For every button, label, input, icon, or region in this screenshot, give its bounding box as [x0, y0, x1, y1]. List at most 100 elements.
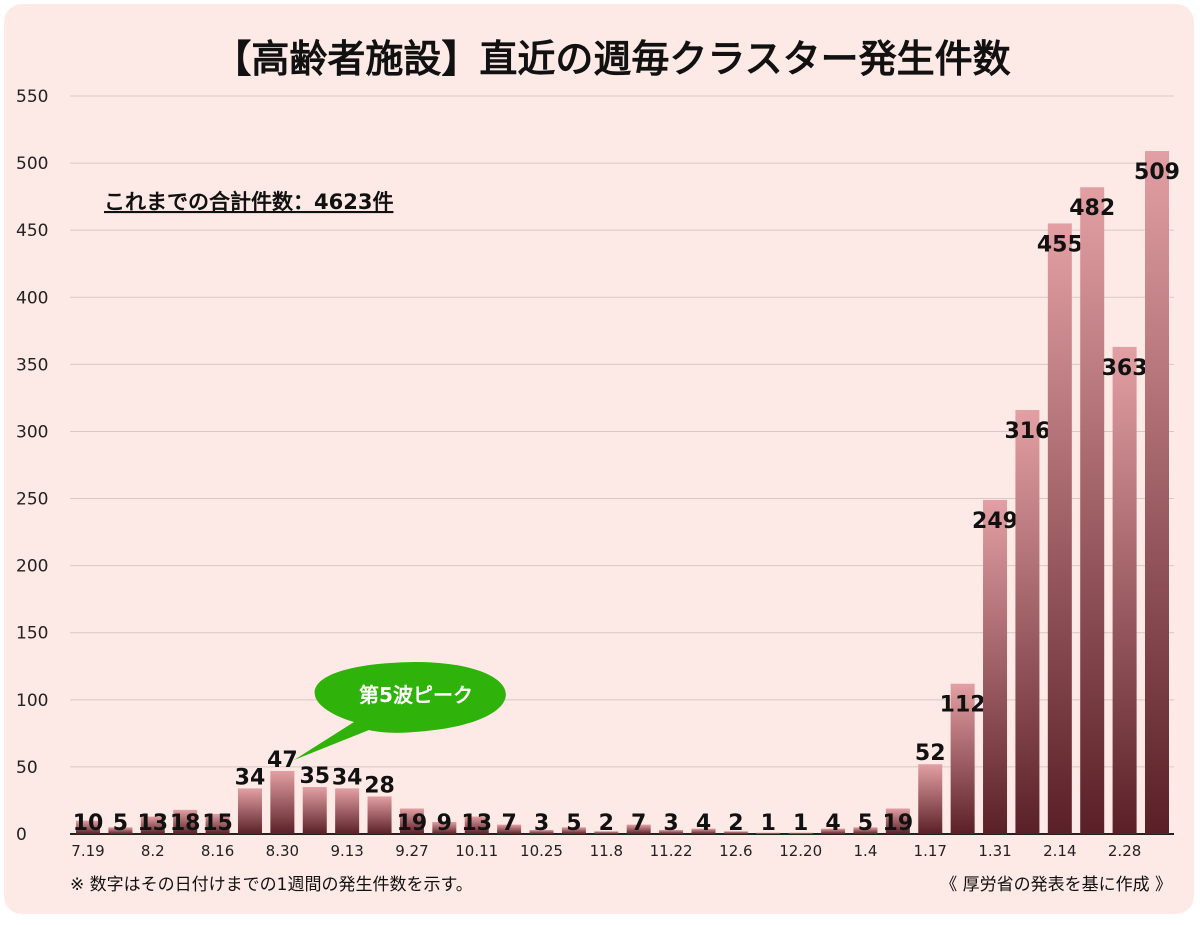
y-tick-label: 550: [16, 87, 48, 107]
x-tick-label: 12.6: [719, 842, 752, 860]
bar: [950, 683, 975, 834]
bar: [853, 827, 878, 834]
x-tick-label: 8.2: [141, 842, 165, 860]
data-label: 19: [883, 811, 914, 836]
x-tick-label: 1.31: [978, 842, 1011, 860]
x-tick-label: 8.30: [266, 842, 299, 860]
y-tick-label: 150: [16, 624, 48, 644]
total-annotation: これまでの合計件数：4623件: [104, 190, 393, 214]
x-tick-label: 11.22: [650, 842, 693, 860]
x-tick-label: 2.28: [1108, 842, 1141, 860]
bar: [464, 816, 489, 834]
footnote-right: 《 厚労省の発表を基に作成 》: [940, 875, 1172, 895]
x-tick-label: 10.11: [455, 842, 498, 860]
data-label: 1: [761, 811, 776, 836]
data-label: 34: [235, 765, 266, 790]
x-tick-label: 1.4: [854, 842, 878, 860]
data-label: 3: [663, 811, 678, 836]
y-tick-label: 400: [16, 288, 48, 308]
data-label: 4: [825, 811, 840, 836]
y-tick-label: 200: [16, 557, 48, 577]
bar: [756, 832, 781, 834]
data-label: 9: [437, 811, 452, 836]
y-tick-label: 450: [16, 221, 48, 241]
data-label: 13: [137, 811, 168, 836]
data-label: 482: [1069, 196, 1115, 221]
data-label: 47: [267, 748, 298, 773]
bar: [594, 831, 619, 834]
data-label: 4: [696, 811, 711, 836]
x-tick-label: 12.20: [779, 842, 822, 860]
x-tick-label: 10.25: [520, 842, 563, 860]
bar: [788, 832, 813, 834]
y-tick-label: 250: [16, 490, 48, 510]
data-label: 316: [1004, 419, 1050, 444]
x-tick-label: 1.17: [914, 842, 947, 860]
bar: [302, 787, 327, 834]
data-label: 5: [113, 811, 128, 836]
bar: [367, 796, 392, 834]
bar: [1145, 151, 1169, 835]
bar: [1112, 346, 1137, 834]
y-tick-label: 500: [16, 154, 48, 174]
data-label: 1: [793, 811, 808, 836]
data-label: 52: [915, 741, 946, 766]
data-label: 5: [566, 811, 581, 836]
data-label: 112: [940, 693, 986, 718]
footnote-left: ※ 数字はその日付けまでの1週間の発生件数を示す。: [70, 875, 473, 895]
bar: [885, 808, 910, 834]
data-label: 7: [501, 811, 516, 836]
data-label: 3: [534, 811, 549, 836]
bar: [1015, 409, 1040, 834]
bar: [1047, 223, 1072, 835]
data-label: 10: [73, 811, 104, 836]
y-tick-label: 300: [16, 422, 48, 442]
callout-bubble: [294, 662, 506, 760]
bar: [723, 831, 748, 834]
x-tick-label: 9.27: [395, 842, 428, 860]
bar: [626, 824, 651, 834]
y-tick-label: 0: [16, 825, 27, 845]
bar: [983, 499, 1008, 834]
data-label: 509: [1134, 160, 1180, 185]
callout-text: 第5波ピーク: [359, 683, 473, 707]
data-label: 15: [202, 811, 233, 836]
bar-chart: 【高齢者施設】直近の週毎クラスター発生件数 0 50 100 150 200 250 300…: [16, 37, 1180, 895]
y-tick-label: 350: [16, 355, 48, 375]
bar: [237, 788, 262, 834]
x-tick-label: 11.8: [590, 842, 623, 860]
bar: [399, 808, 424, 834]
data-label: 18: [170, 811, 201, 836]
chart-container: 【高齢者施設】直近の週毎クラスター発生件数 0 50 100 150 200 250 300…: [4, 4, 1194, 914]
bar: [497, 824, 522, 834]
data-label: 13: [461, 811, 492, 836]
x-tick-label: 8.16: [201, 842, 234, 860]
data-label: 7: [631, 811, 646, 836]
data-label: 5: [858, 811, 873, 836]
data-label: 34: [332, 765, 363, 790]
bar: [691, 828, 716, 834]
y-tick-label: 50: [16, 758, 38, 778]
bar: [821, 828, 846, 834]
bar: [335, 788, 360, 834]
bar: [173, 809, 198, 834]
bar: [205, 813, 230, 834]
data-label: 363: [1102, 356, 1148, 381]
x-tick-label: 2.14: [1043, 842, 1076, 860]
bar: [918, 764, 943, 834]
data-label: 19: [397, 811, 428, 836]
data-label: 455: [1037, 232, 1083, 257]
y-tick-label: 100: [16, 691, 48, 711]
bar: [270, 770, 295, 834]
bar: [76, 820, 100, 834]
bar: [1080, 187, 1105, 834]
bar: [108, 827, 133, 834]
bar: [140, 816, 165, 834]
x-tick-label: 9.13: [330, 842, 363, 860]
data-label: 2: [599, 811, 614, 836]
bar: [659, 829, 684, 834]
data-label: 35: [299, 764, 330, 789]
bar: [432, 821, 457, 834]
x-tick-label: 7.19: [71, 842, 104, 860]
chart-title: 【高齢者施設】直近の週毎クラスター発生件数: [213, 37, 1010, 81]
